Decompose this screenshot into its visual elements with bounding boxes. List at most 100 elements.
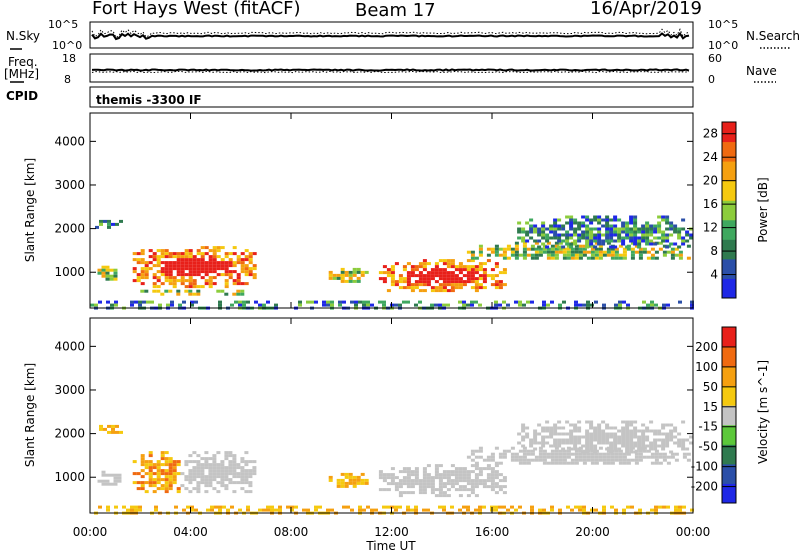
heatmap-cell — [585, 438, 590, 442]
heatmap-cell — [662, 253, 667, 257]
heatmap-cell — [212, 466, 217, 470]
heatmap-cell — [490, 476, 495, 480]
heatmap-cell — [188, 273, 193, 277]
heatmap-cell — [601, 438, 606, 442]
heatmap-cell — [168, 469, 173, 473]
heatmap-cell — [638, 250, 643, 254]
heatmap-cell — [430, 476, 435, 480]
heatmap-cell — [406, 280, 411, 284]
heatmap-cell — [614, 458, 619, 462]
heatmap-cell — [494, 286, 499, 290]
heatmap-cell — [194, 508, 198, 512]
heatmap-cell — [442, 268, 447, 272]
heatmap-cell — [577, 426, 582, 430]
heatmap-cell — [370, 303, 374, 307]
heatmap-cell — [218, 508, 222, 512]
heatmap-cell — [606, 253, 611, 257]
heatmap-cell — [434, 467, 439, 471]
heatmap-cell — [613, 215, 618, 219]
heatmap-cell — [609, 450, 614, 454]
heatmap-cell — [673, 224, 678, 228]
heatmap-cell — [597, 218, 602, 222]
heatmap-cell — [236, 282, 241, 286]
heatmap-cell — [462, 470, 467, 474]
heatmap-cell — [446, 259, 451, 263]
heatmap-cell — [562, 458, 567, 462]
heatmap-cell — [594, 250, 599, 254]
heatmap-cell — [581, 236, 586, 240]
heatmap-cell — [601, 218, 606, 222]
heatmap-cell — [518, 449, 523, 453]
heatmap-cell — [360, 270, 365, 274]
heatmap-cell — [188, 475, 193, 479]
heatmap-cell — [681, 444, 686, 448]
heatmap-cell — [597, 441, 602, 445]
heatmap-cell — [502, 300, 506, 304]
heatmap-cell — [236, 289, 241, 293]
heatmap-cell — [450, 470, 455, 474]
heatmap-cell — [466, 505, 470, 509]
heatmap-cell — [352, 270, 357, 274]
heatmap-cell — [454, 476, 459, 480]
heatmap-cell — [470, 280, 475, 284]
heatmap-cell — [414, 482, 419, 486]
heatmap-cell — [176, 273, 181, 277]
heatmap-cell — [224, 255, 229, 259]
heatmap-cell — [498, 247, 503, 251]
heatmap-cell — [498, 303, 502, 307]
heatmap-cell — [681, 239, 686, 243]
heatmap-cell — [553, 441, 558, 445]
heatmap-cell — [466, 470, 471, 474]
heatmap-cell — [586, 458, 591, 462]
heatmap-cell — [506, 244, 511, 248]
heatmap-cell — [152, 289, 157, 293]
heatmap-cell — [622, 247, 627, 251]
heatmap-cell — [470, 271, 475, 275]
heatmap-cell — [601, 429, 606, 433]
heatmap-cell — [602, 455, 607, 459]
heatmap-cell — [661, 432, 666, 436]
heatmap-cell — [200, 466, 205, 470]
heatmap-cell — [442, 286, 447, 290]
heatmap-cell — [352, 475, 357, 479]
heatmap-cell — [144, 289, 149, 293]
heatmap-cell — [534, 455, 539, 459]
heatmap-cell — [148, 475, 153, 479]
heatmap-cell — [570, 508, 574, 512]
heatmap-cell — [661, 218, 666, 222]
freq-series — [91, 68, 690, 72]
heatmap-cell — [554, 244, 559, 248]
heatmap-cell — [630, 241, 635, 245]
heatmap-cell — [490, 455, 495, 459]
heatmap-cell — [390, 265, 395, 269]
heatmap-cell — [186, 505, 190, 509]
heatmap-cell — [176, 279, 181, 283]
heatmap-cell — [518, 455, 523, 459]
heatmap-cell — [450, 464, 455, 468]
heatmap-cell — [105, 271, 110, 275]
heatmap-cell — [348, 270, 353, 274]
heatmap-cell — [438, 259, 443, 263]
heatmap-cell — [625, 450, 630, 454]
heatmap-cell — [438, 268, 443, 272]
heatmap-cell — [134, 505, 138, 509]
heatmap-cell — [598, 247, 603, 251]
heatmap-cell — [192, 267, 197, 271]
heatmap-cell — [589, 236, 594, 240]
heatmap-cell — [618, 449, 623, 453]
freq-right-tick-top: 60 — [708, 52, 722, 65]
heatmap-cell — [224, 285, 229, 289]
heatmap-cell — [550, 253, 555, 257]
heatmap-cell — [174, 505, 178, 509]
y-tick-label: 4000 — [54, 134, 85, 148]
heatmap-cell — [569, 215, 574, 219]
heatmap-cell — [382, 271, 387, 275]
heatmap-cell — [630, 458, 635, 462]
colorbar-swatch — [722, 200, 736, 221]
heatmap-cell — [554, 250, 559, 254]
heatmap-cell — [593, 432, 598, 436]
heatmap-cell — [192, 285, 197, 289]
heatmap-cell — [621, 444, 626, 448]
heatmap-cell — [164, 255, 169, 259]
heatmap-cell — [140, 261, 145, 265]
